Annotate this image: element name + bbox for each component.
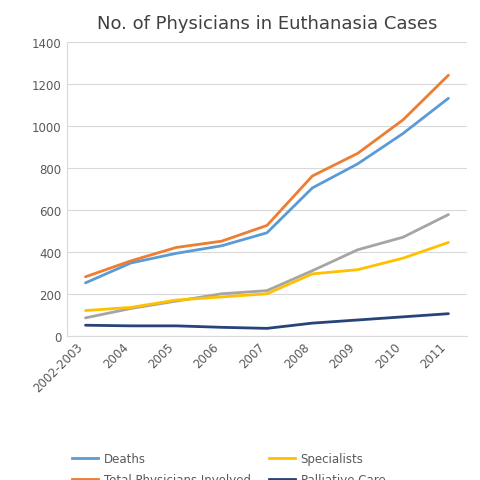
GPs (83, 315, 88, 321)
Deaths (173, 251, 179, 257)
Total Physicians Involved (354, 151, 360, 157)
Deaths (264, 230, 269, 236)
Specialists (444, 240, 450, 246)
Total Physicians Involved (173, 245, 179, 251)
Line: Palliative Care: Palliative Care (85, 314, 447, 329)
Palliative Care (354, 317, 360, 323)
GPs (128, 306, 133, 312)
Line: GPs: GPs (85, 215, 447, 318)
Deaths (83, 280, 88, 286)
Total Physicians Involved (83, 275, 88, 280)
Palliative Care (309, 321, 314, 326)
Specialists (399, 256, 405, 262)
Specialists (128, 305, 133, 311)
Total Physicians Involved (309, 174, 314, 180)
Palliative Care (128, 324, 133, 329)
Title: No. of Physicians in Euthanasia Cases: No. of Physicians in Euthanasia Cases (96, 15, 436, 33)
Specialists (309, 271, 314, 277)
Specialists (218, 294, 224, 300)
Palliative Care (264, 326, 269, 332)
Palliative Care (218, 325, 224, 331)
Specialists (83, 308, 88, 314)
Deaths (218, 243, 224, 249)
Total Physicians Involved (218, 239, 224, 244)
Total Physicians Involved (128, 258, 133, 264)
GPs (173, 299, 179, 304)
GPs (264, 288, 269, 294)
Legend: Deaths, Total Physicians Involved, GPs, Specialists, Palliative Care: Deaths, Total Physicians Involved, GPs, … (67, 447, 389, 480)
Line: Total Physicians Involved: Total Physicians Involved (85, 76, 447, 277)
GPs (399, 235, 405, 240)
Deaths (399, 132, 405, 137)
GPs (354, 247, 360, 253)
Palliative Care (399, 314, 405, 320)
Total Physicians Involved (399, 118, 405, 123)
Line: Specialists: Specialists (85, 243, 447, 311)
Palliative Care (83, 323, 88, 328)
GPs (309, 268, 314, 274)
GPs (444, 212, 450, 218)
Specialists (173, 298, 179, 303)
Specialists (354, 267, 360, 273)
Line: Deaths: Deaths (85, 99, 447, 283)
Deaths (444, 96, 450, 102)
Specialists (264, 291, 269, 297)
Deaths (309, 186, 314, 192)
GPs (218, 291, 224, 297)
Total Physicians Involved (444, 73, 450, 79)
Palliative Care (444, 311, 450, 317)
Deaths (128, 261, 133, 266)
Deaths (354, 162, 360, 168)
Total Physicians Involved (264, 223, 269, 229)
Palliative Care (173, 324, 179, 329)
